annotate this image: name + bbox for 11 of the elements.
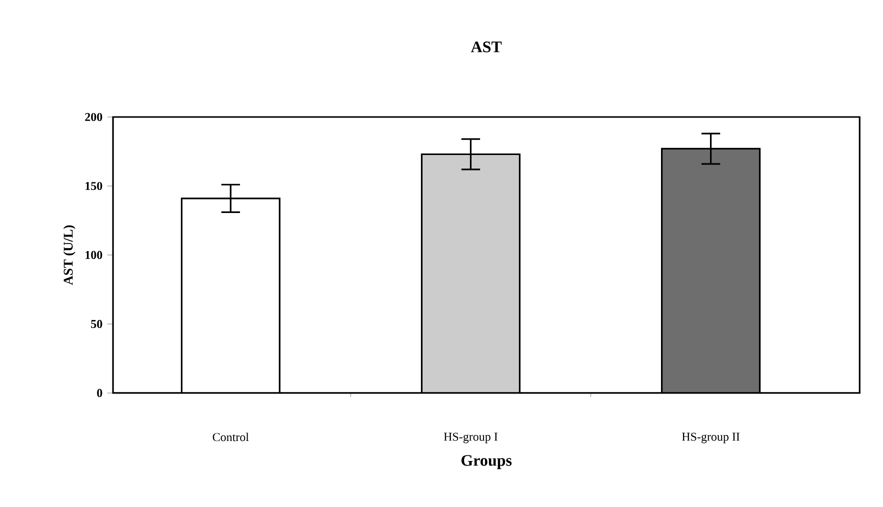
x-tick-label: HS-group II xyxy=(682,432,740,444)
x-axis-title: Groups xyxy=(461,455,512,470)
chart-title: AST xyxy=(470,42,502,52)
y-tick-label: 50 xyxy=(91,320,102,328)
y-tick-label: 100 xyxy=(86,250,102,260)
y-tick-label: 0 xyxy=(97,388,102,398)
y-tick-label: 150 xyxy=(86,182,102,190)
x-tick-label: Control xyxy=(212,432,249,442)
y-axis-title: AST (U/L) xyxy=(63,225,76,286)
y-tick-label: 200 xyxy=(85,112,102,122)
x-tick-label: HS-group I xyxy=(444,432,498,444)
